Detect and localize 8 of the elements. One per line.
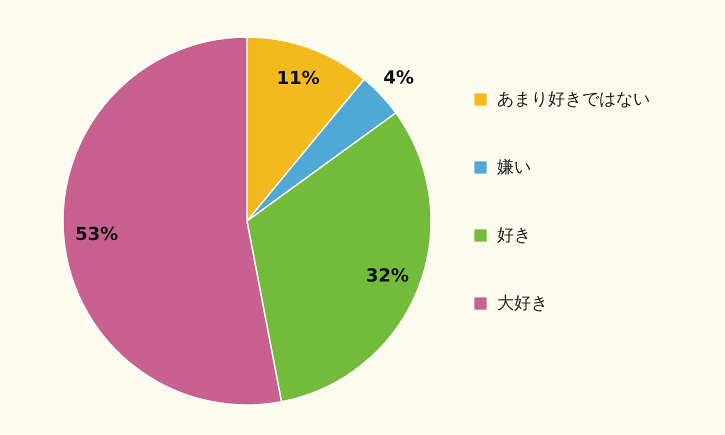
legend-label: 大好き xyxy=(497,294,548,314)
legend-label: 好き xyxy=(497,226,531,246)
data-label: 11% xyxy=(276,68,320,89)
legend-label: あまり好きではない xyxy=(497,90,650,110)
data-label: 32% xyxy=(366,266,409,287)
legend-label: 嫌い xyxy=(497,158,531,178)
data-label: 53% xyxy=(75,224,118,246)
data-label: 4% xyxy=(383,68,414,89)
